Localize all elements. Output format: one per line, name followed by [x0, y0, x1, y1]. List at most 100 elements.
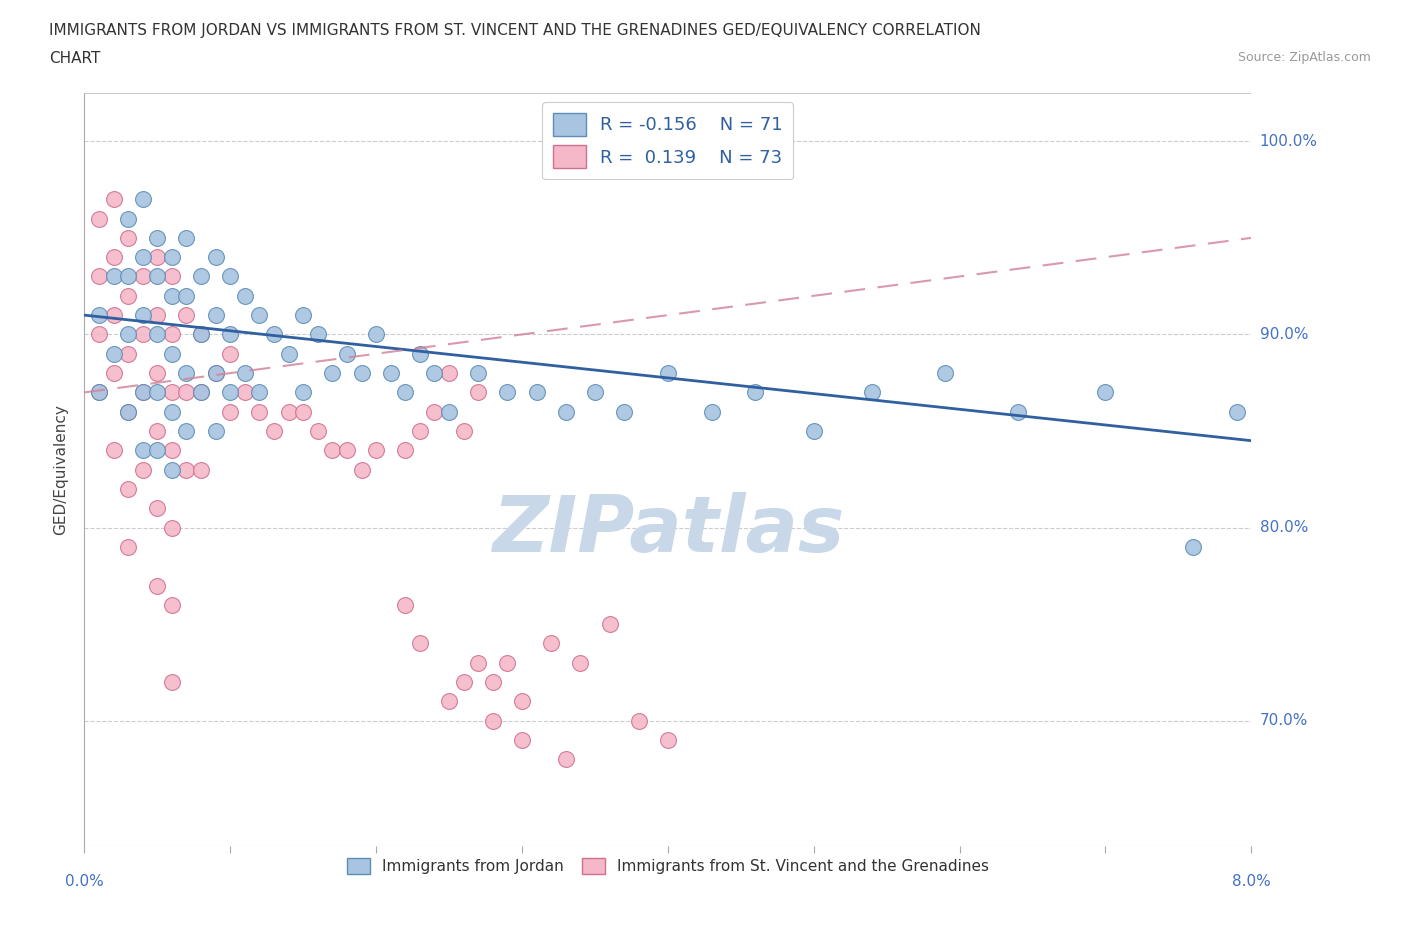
Point: [292, 308, 315, 323]
Point: [117, 405, 139, 419]
Point: [204, 365, 226, 380]
Point: [219, 346, 242, 361]
Point: [336, 346, 359, 361]
Point: [87, 385, 110, 400]
Point: [263, 423, 285, 438]
Point: [103, 269, 125, 284]
Point: [160, 269, 183, 284]
Point: [132, 385, 155, 400]
Point: [146, 231, 169, 246]
Point: [613, 405, 636, 419]
Point: [409, 423, 432, 438]
Point: [350, 365, 373, 380]
Point: [132, 462, 155, 477]
Point: [204, 423, 226, 438]
Point: [160, 346, 183, 361]
Point: [146, 578, 169, 593]
Point: [146, 327, 169, 342]
Point: [160, 327, 183, 342]
Point: [132, 269, 155, 284]
Point: [496, 385, 519, 400]
Point: [160, 674, 183, 689]
Point: [190, 327, 212, 342]
Point: [117, 346, 139, 361]
Point: [467, 365, 489, 380]
Point: [146, 385, 169, 400]
Point: [190, 269, 212, 284]
Point: [204, 308, 226, 323]
Point: [233, 365, 256, 380]
Point: [467, 385, 489, 400]
Point: [103, 308, 125, 323]
Point: [103, 250, 125, 265]
Text: CHART: CHART: [49, 51, 101, 66]
Point: [510, 694, 533, 709]
Point: [437, 694, 460, 709]
Point: [176, 462, 198, 477]
Point: [307, 327, 329, 342]
Point: [554, 405, 576, 419]
Point: [176, 365, 198, 380]
Point: [87, 308, 110, 323]
Point: [103, 443, 125, 458]
Point: [277, 346, 299, 361]
Point: [132, 443, 155, 458]
Point: [453, 423, 475, 438]
Point: [627, 713, 650, 728]
Point: [146, 250, 169, 265]
Point: [219, 327, 242, 342]
Point: [1007, 405, 1029, 419]
Point: [292, 405, 315, 419]
Text: ZIPatlas: ZIPatlas: [492, 492, 844, 568]
Point: [467, 656, 489, 671]
Point: [657, 733, 679, 748]
Point: [117, 231, 139, 246]
Point: [132, 385, 155, 400]
Point: [409, 346, 432, 361]
Text: 0.0%: 0.0%: [65, 874, 104, 889]
Point: [132, 192, 155, 206]
Point: [117, 482, 139, 497]
Point: [146, 308, 169, 323]
Point: [526, 385, 548, 400]
Point: [437, 365, 460, 380]
Point: [453, 674, 475, 689]
Legend: Immigrants from Jordan, Immigrants from St. Vincent and the Grenadines: Immigrants from Jordan, Immigrants from …: [340, 852, 995, 880]
Point: [437, 405, 460, 419]
Point: [569, 656, 592, 671]
Point: [146, 423, 169, 438]
Point: [350, 462, 373, 477]
Point: [160, 385, 183, 400]
Point: [496, 656, 519, 671]
Text: 100.0%: 100.0%: [1260, 134, 1317, 149]
Point: [860, 385, 883, 400]
Point: [87, 327, 110, 342]
Point: [146, 501, 169, 516]
Point: [423, 365, 446, 380]
Point: [117, 211, 139, 226]
Point: [117, 288, 139, 303]
Point: [394, 385, 416, 400]
Point: [599, 617, 621, 631]
Point: [510, 733, 533, 748]
Point: [1226, 405, 1249, 419]
Point: [277, 405, 299, 419]
Point: [204, 250, 226, 265]
Point: [336, 443, 359, 458]
Point: [233, 385, 256, 400]
Point: [87, 269, 110, 284]
Point: [146, 269, 169, 284]
Text: 8.0%: 8.0%: [1232, 874, 1271, 889]
Point: [176, 423, 198, 438]
Point: [219, 385, 242, 400]
Point: [394, 443, 416, 458]
Point: [176, 288, 198, 303]
Point: [132, 250, 155, 265]
Point: [117, 327, 139, 342]
Point: [321, 443, 343, 458]
Point: [219, 405, 242, 419]
Text: 80.0%: 80.0%: [1260, 520, 1308, 535]
Point: [249, 308, 271, 323]
Point: [204, 365, 226, 380]
Point: [219, 269, 242, 284]
